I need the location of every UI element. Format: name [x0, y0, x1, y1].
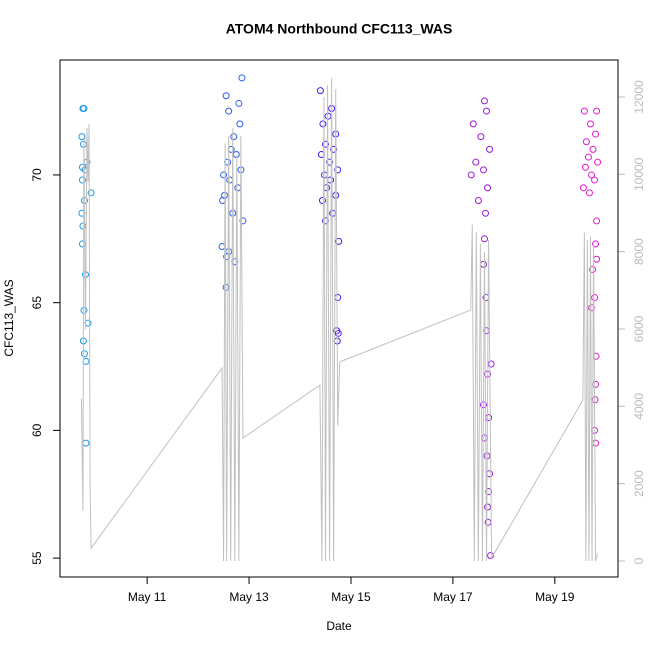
point	[593, 107, 601, 115]
y2-tick-label: 6000	[632, 315, 646, 342]
point	[87, 189, 95, 197]
point	[238, 74, 246, 82]
point	[480, 235, 488, 243]
point	[78, 176, 86, 184]
y-tick-label: 55	[30, 551, 44, 565]
point	[586, 120, 594, 128]
x-tick-label: May 19	[535, 590, 575, 604]
chart-title: ATOM4 Northbound CFC113_WAS	[226, 21, 453, 37]
point	[584, 153, 592, 161]
point	[580, 107, 588, 115]
point	[330, 145, 338, 153]
point	[579, 184, 587, 192]
point	[582, 138, 590, 146]
point	[472, 158, 480, 166]
point	[591, 176, 599, 184]
y-tick-label: 60	[30, 423, 44, 437]
point	[588, 171, 596, 179]
point	[594, 158, 602, 166]
y2-tick-label: 4000	[632, 393, 646, 420]
point	[316, 87, 324, 95]
y-tick-label: 65	[30, 296, 44, 310]
y-axis-label: CFC113_WAS	[2, 279, 16, 356]
point	[477, 133, 485, 141]
x-tick-label: May 17	[433, 590, 473, 604]
point	[479, 166, 487, 174]
y2-tick-label: 10000	[632, 157, 646, 191]
point	[239, 217, 247, 225]
plot-frame	[59, 59, 619, 578]
point	[80, 105, 88, 113]
point	[592, 240, 600, 248]
point	[78, 240, 86, 248]
y2-tick-label: 0	[632, 557, 646, 564]
point	[585, 189, 593, 197]
point	[484, 184, 492, 192]
point	[326, 158, 334, 166]
point	[236, 120, 244, 128]
point	[486, 145, 494, 153]
point	[467, 171, 475, 179]
point	[334, 329, 342, 337]
y2-tick-label: 12000	[632, 80, 646, 114]
point	[588, 304, 596, 312]
point	[474, 196, 482, 204]
point	[589, 265, 597, 273]
point	[220, 171, 228, 179]
point	[321, 140, 329, 148]
point	[591, 294, 599, 302]
y2-tick-label: 8000	[632, 238, 646, 265]
y2-tick-label: 2000	[632, 470, 646, 497]
point	[480, 97, 488, 105]
point	[222, 92, 230, 100]
point	[230, 133, 238, 141]
point	[592, 130, 600, 138]
point	[589, 145, 597, 153]
point	[483, 107, 491, 115]
point	[334, 166, 342, 174]
x-tick-label: May 13	[229, 590, 269, 604]
x-tick-label: May 15	[331, 590, 371, 604]
point	[469, 120, 477, 128]
point	[235, 99, 243, 107]
point	[484, 503, 492, 511]
point	[225, 107, 233, 115]
y-tick-label: 70	[30, 168, 44, 182]
point	[318, 196, 326, 204]
point	[335, 237, 343, 245]
point	[482, 209, 490, 217]
point	[581, 163, 589, 171]
point	[485, 488, 493, 496]
point	[78, 133, 86, 141]
point	[80, 350, 88, 358]
point	[487, 552, 495, 560]
x-tick-label: May 11	[128, 590, 167, 604]
x-axis-label: Date	[326, 619, 352, 633]
point	[319, 120, 327, 128]
point	[591, 396, 599, 404]
point	[593, 217, 601, 225]
altitude-line	[80, 78, 599, 562]
